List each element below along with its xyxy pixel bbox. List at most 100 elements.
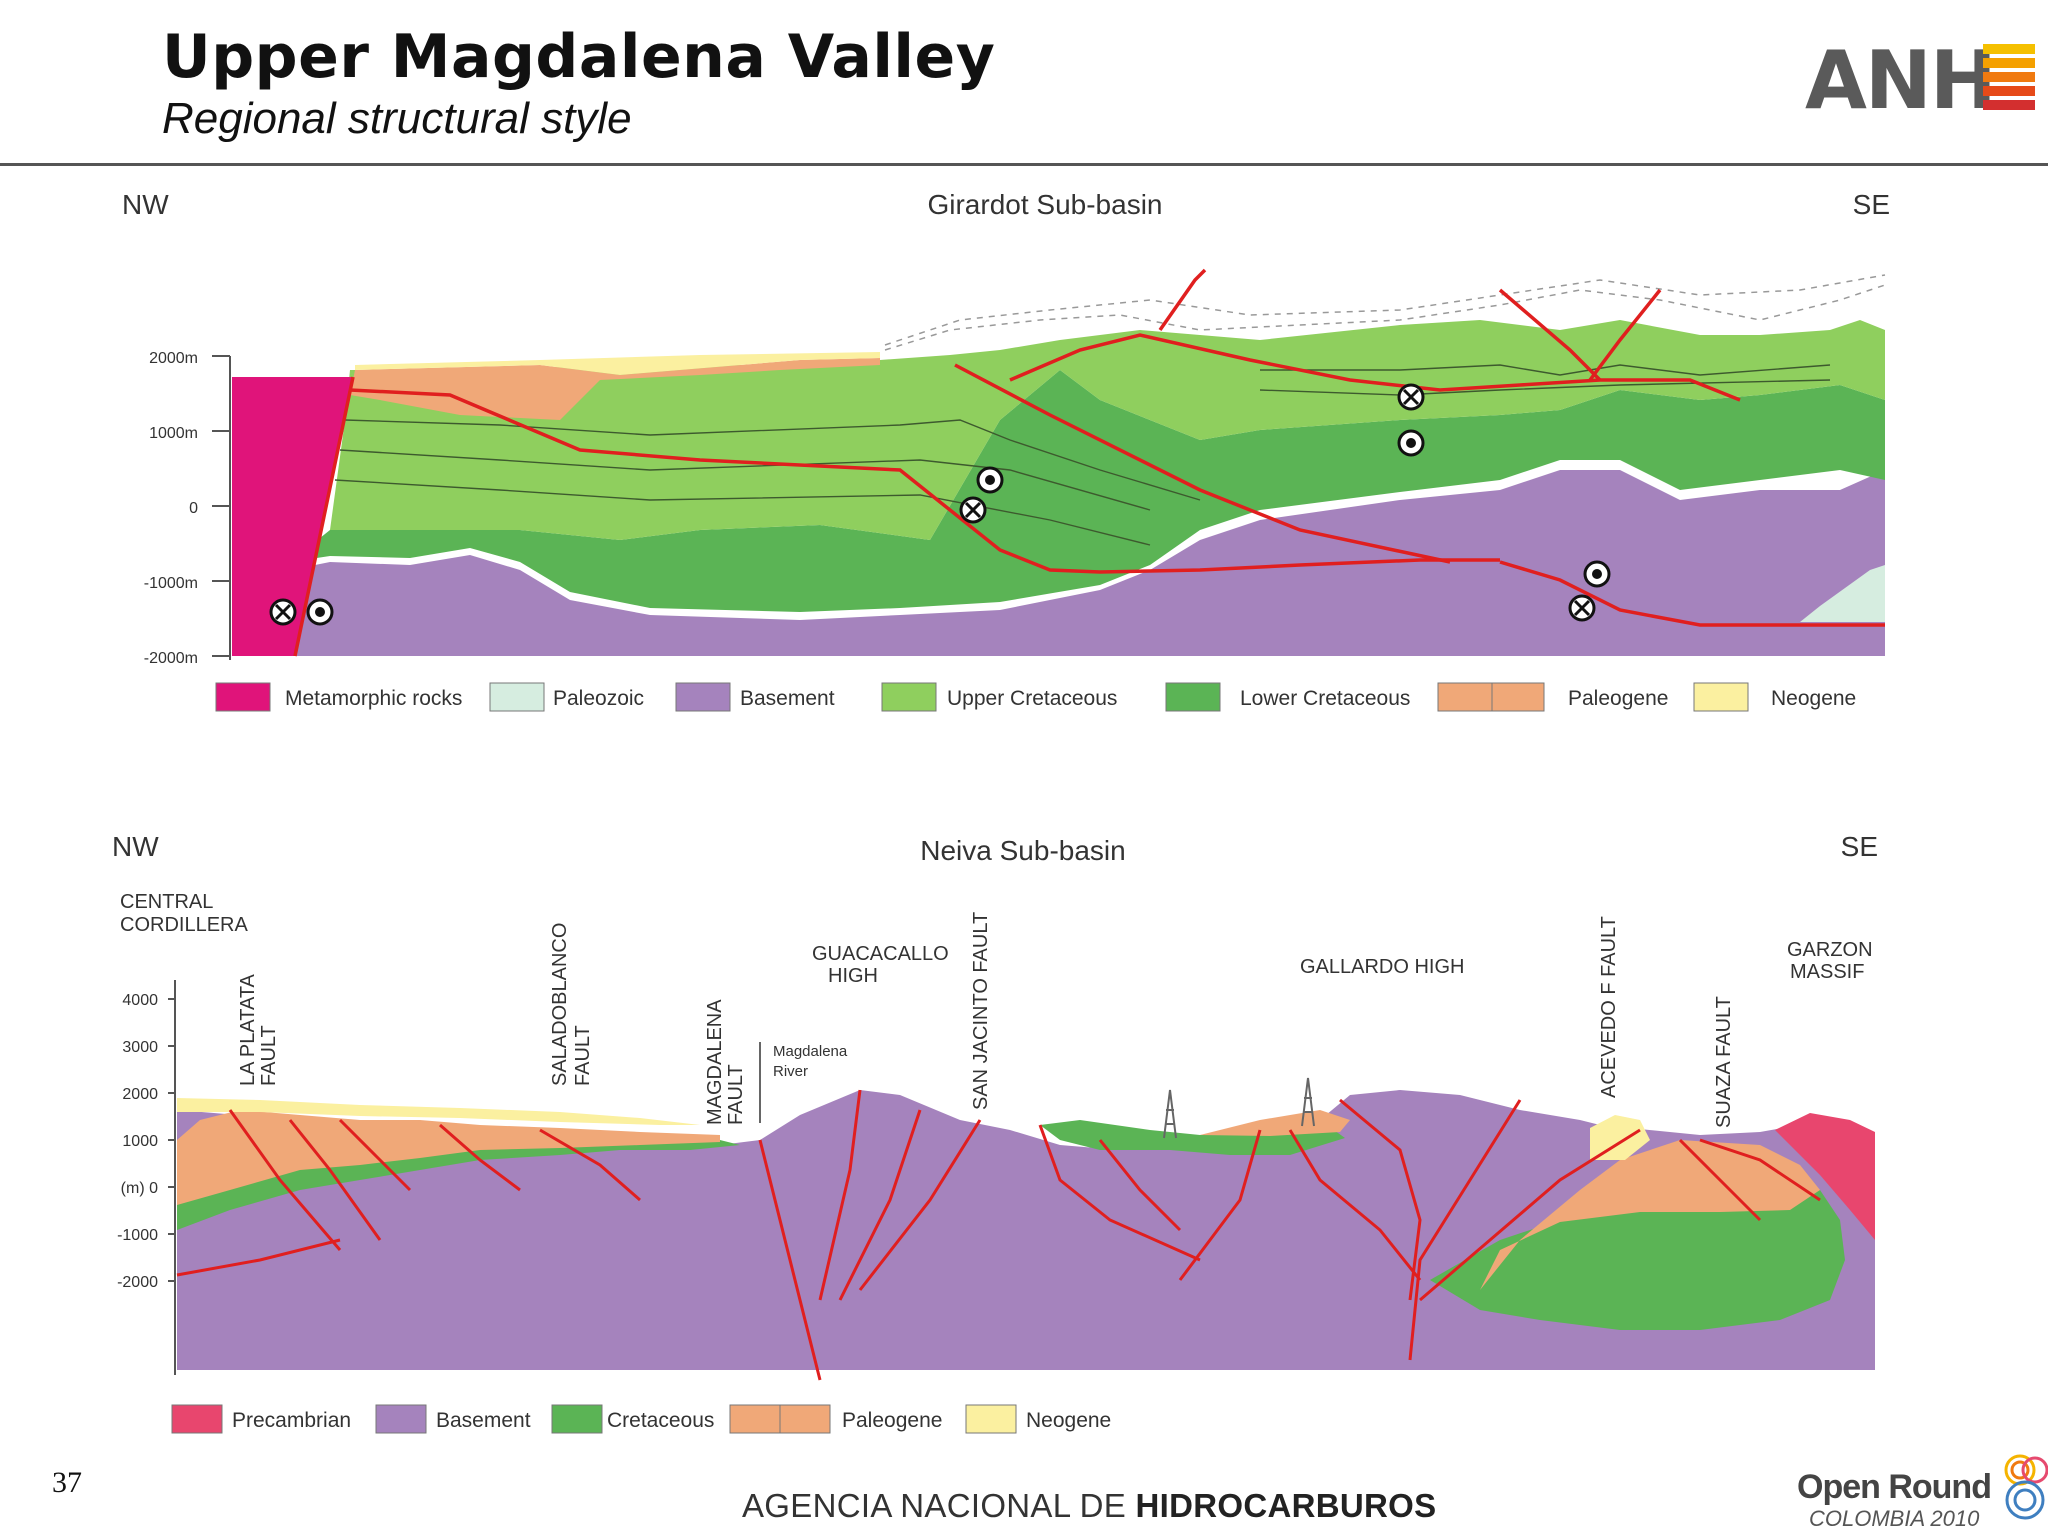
legend-swatch-cretaceous [551, 1404, 603, 1434]
top-paleogene [350, 358, 880, 420]
anh-logo-text: ANH [1805, 36, 1995, 118]
agency-footer: AGENCIA NACIONAL DE HIDROCARBUROS [742, 1487, 1436, 1525]
out-page-icon-1 [306, 598, 334, 626]
into-page-icon-1 [269, 598, 297, 626]
page-subtitle: Regional structural style [162, 94, 632, 143]
bottom-precambrian [1775, 1113, 1875, 1240]
legend-swatch-neogene [1693, 682, 1749, 712]
top-lower-cretaceous [290, 370, 1885, 612]
label-magdalena-fault-1: MAGDALENA [704, 999, 726, 1125]
top-tick-0: 0 [189, 500, 198, 517]
bottom-tick-4000: 4000 [122, 992, 158, 1009]
top-tick-2000: 2000m [149, 350, 198, 367]
label-magdalena-fault-2: FAULT [725, 1064, 747, 1125]
legend-label-neogene: Neogene [1771, 687, 1856, 710]
label-gallardo-high: GALLARDO HIGH [1300, 956, 1464, 978]
into-page-icon-3 [1397, 383, 1425, 411]
girardot-cross-section: NW Girardot Sub-basin SE 2000m 1000m 0 -… [122, 189, 1890, 712]
bottom-nw-label: NW [112, 831, 159, 862]
legend-label-cretaceous: Cretaceous [607, 1409, 714, 1432]
bottom-tick-minus-1000: -1000 [117, 1227, 158, 1244]
bottom-paleogene-center [1200, 1110, 1350, 1136]
into-page-icon-4 [1568, 594, 1596, 622]
legend-label-basement: Basement [740, 687, 835, 710]
bottom-tick-1000: 1000 [122, 1133, 158, 1150]
label-saladoblanco-1: SALADOBLANCO [549, 923, 571, 1086]
legend-swatch-metamorphic [215, 682, 271, 712]
top-legend: Metamorphic rocks Paleozoic Basement Upp… [215, 682, 1856, 712]
label-guacacallo-2: HIGH [828, 965, 878, 987]
legend-label-upper-cretaceous: Upper Cretaceous [947, 687, 1117, 710]
label-saladoblanco-2: FAULT [572, 1025, 594, 1086]
bottom-se-label: SE [1841, 831, 1878, 862]
label-river-1: Magdalena [773, 1043, 848, 1060]
legend-swatch-basement-2 [375, 1404, 427, 1434]
header-divider [0, 163, 2048, 166]
top-depth-axis: 2000m 1000m 0 -1000m -2000m [144, 350, 231, 667]
legend-swatch-paleozoic [489, 682, 545, 712]
into-page-icon-2 [959, 496, 987, 524]
top-tick-minus-1000: -1000m [144, 575, 198, 592]
out-page-icon-4 [1583, 560, 1611, 588]
label-central-cordillera-2: CORDILLERA [120, 914, 248, 936]
bottom-depth-axis: 4000 3000 2000 1000 (m) 0 -1000 -2000 [117, 980, 176, 1375]
top-upper-cretaceous [330, 320, 1885, 540]
open-round-logo-line1: Open Round [1797, 1468, 1991, 1506]
bottom-geology-fill [177, 1090, 1875, 1370]
page-number: 37 [52, 1466, 82, 1499]
top-se-label: SE [1853, 189, 1890, 220]
open-round-logo-line2: COLOMBIA 2010 [1809, 1506, 1980, 1531]
label-acevedo-fault: ACEVEDO F FAULT [1598, 916, 1620, 1098]
bottom-tick-2000: 2000 [122, 1086, 158, 1103]
top-tick-1000: 1000m [149, 425, 198, 442]
legend-label-precambrian: Precambrian [232, 1409, 351, 1432]
legend-swatch-precambrian [171, 1404, 223, 1434]
label-la-platata-2: FAULT [258, 1025, 280, 1086]
out-page-icon-3 [1397, 429, 1425, 457]
bottom-tick-3000: 3000 [122, 1039, 158, 1056]
agency-bold: HIDROCARBUROS [1135, 1487, 1437, 1524]
legend-swatch-neogene-2 [965, 1404, 1017, 1434]
neiva-cross-section: NW Neiva Sub-basin SE CENTRAL CORDILLERA… [112, 831, 1878, 1434]
legend-swatch-paleogene [1437, 682, 1545, 712]
bottom-tick-minus-2000: -2000 [117, 1274, 158, 1291]
page-title: Upper Magdalena Valley [162, 22, 996, 92]
bottom-paleogene-east [1480, 1140, 1820, 1290]
bottom-basement [177, 1090, 1875, 1370]
legend-label-paleozoic: Paleozoic [553, 687, 644, 710]
label-guacacallo-1: GUACACALLO [812, 943, 949, 965]
top-fault-motion-icons [269, 383, 1611, 626]
bottom-tick-0: (m) 0 [121, 1180, 158, 1197]
anh-logo: ANH [1805, 36, 2035, 118]
well-derrick-icon-1 [1163, 1089, 1177, 1139]
legend-label-basement-2: Basement [436, 1409, 531, 1432]
top-metamorphic [232, 377, 353, 656]
bottom-legend: Precambrian Basement Cretaceous Paleogen… [171, 1404, 1111, 1434]
bottom-paleogene-west [177, 1110, 720, 1205]
legend-label-lower-cretaceous: Lower Cretaceous [1240, 687, 1410, 710]
label-central-cordillera-1: CENTRAL [120, 891, 213, 913]
label-river-2: River [773, 1063, 808, 1080]
label-garzon-1: GARZON [1787, 939, 1873, 961]
legend-label-neogene-2: Neogene [1026, 1409, 1111, 1432]
open-round-rings-icon [2004, 1454, 2048, 1520]
top-nw-label: NW [122, 189, 169, 220]
bottom-neogene-west [177, 1098, 700, 1125]
label-suaza-fault: SUAZA FAULT [1713, 996, 1735, 1128]
label-san-jacinto-fault: SAN JACINTO FAULT [970, 912, 992, 1110]
top-basement [290, 470, 1885, 656]
legend-label-paleogene: Paleogene [1568, 687, 1668, 710]
anh-logo-stripes-icon [1983, 44, 2035, 110]
legend-label-paleogene-2: Paleogene [842, 1409, 942, 1432]
agency-prefix: AGENCIA NACIONAL DE [742, 1487, 1136, 1524]
label-garzon-2: MASSIF [1790, 961, 1864, 983]
top-section-title: Girardot Sub-basin [927, 189, 1162, 220]
label-la-platata-1: LA PLATATA [237, 973, 259, 1086]
legend-swatch-basement [675, 682, 731, 712]
top-neogene [355, 352, 880, 375]
bottom-cretaceous-east [1430, 1190, 1845, 1330]
top-paleozoic [1800, 565, 1885, 622]
top-geology-fill [232, 320, 1885, 656]
legend-swatch-upper-cretaceous [881, 682, 937, 712]
bottom-neogene-east [1590, 1115, 1650, 1160]
